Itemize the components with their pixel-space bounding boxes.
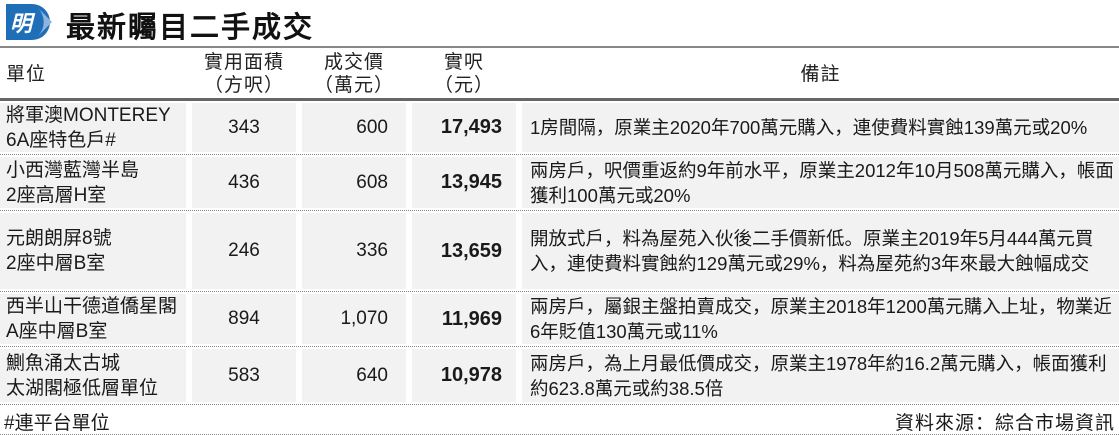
area-cell: 583 — [192, 349, 296, 402]
note-cell: 兩房戶，屬銀主盤拍賣成交，原業主2018年1200萬元購入上址，物業近6年貶值1… — [522, 294, 1119, 344]
unit-cell: 元朗朗屏8號 2座中層B室 — [0, 213, 186, 289]
psf-cell: 13,659 — [412, 213, 516, 289]
source-note: 資料來源：綜合市場資訊 — [894, 413, 1115, 434]
table-row: 鰂魚涌太古城 太湖閣極低層單位 583 640 10,978 兩房戶，為上月最低價… — [0, 347, 1119, 405]
psf-cell: 10,978 — [412, 349, 516, 402]
column-header-notes: 備註 — [800, 64, 841, 85]
note-cell: 兩房戶，為上月最低價成交，原業主1978年約16.2萬元購入，帳面獲利約623.… — [522, 349, 1119, 402]
footnote: #連平台單位 — [4, 413, 110, 434]
price-cell: 608 — [302, 157, 406, 208]
area-cell: 436 — [192, 157, 296, 208]
area-cell: 894 — [192, 294, 296, 344]
table-body: 將軍澳MONTEREY 6A座特色戶# 343 600 17,493 1房間隔，原… — [0, 101, 1119, 405]
unit-cell: 將軍澳MONTEREY 6A座特色戶# — [0, 103, 186, 152]
unit-cell: 小西灣藍灣半島 2座高層H室 — [0, 157, 186, 208]
note-cell: 開放式戶，料為屋苑入伙後二手價新低。原業主2019年5月444萬元買入，連使費料… — [522, 213, 1119, 289]
unit-cell: 鰂魚涌太古城 太湖閣極低層單位 — [0, 349, 186, 402]
title-bar: 明 最新矚目二手成交 — [0, 0, 1119, 46]
page-title: 最新矚目二手成交 — [66, 12, 315, 44]
table-row: 將軍澳MONTEREY 6A座特色戶# 343 600 17,493 1房間隔，原… — [0, 101, 1119, 155]
table-row: 元朗朗屏8號 2座中層B室 246 336 13,659 開放式戶，料為屋苑入伙後… — [0, 211, 1119, 292]
price-cell: 336 — [302, 213, 406, 289]
table-row: 西半山干德道僑星閣 A座中層B室 894 1,070 11,969 兩房戶，屬銀主… — [0, 292, 1119, 347]
note-cell: 1房間隔，原業主2020年700萬元購入，連使費料實蝕139萬元或20% — [522, 103, 1119, 152]
svg-text:明: 明 — [10, 11, 36, 36]
price-cell: 600 — [302, 103, 406, 152]
unit-cell: 西半山干德道僑星閣 A座中層B室 — [0, 294, 186, 344]
table-header: 單位 實用面積 （方呎） 成交價 （萬元） 實呎 （元） 備註 — [0, 46, 1119, 101]
price-cell: 640 — [302, 349, 406, 402]
table-footer: #連平台單位 資料來源：綜合市場資訊 — [0, 405, 1119, 435]
price-cell: 1,070 — [302, 294, 406, 344]
ming-pao-logo-icon: 明 — [6, 4, 52, 40]
psf-cell: 13,945 — [412, 157, 516, 208]
psf-cell: 11,969 — [412, 294, 516, 344]
psf-cell: 17,493 — [412, 103, 516, 152]
table-row: 小西灣藍灣半島 2座高層H室 436 608 13,945 兩房戶，呎價重返約9年… — [0, 155, 1119, 211]
note-cell: 兩房戶，呎價重返約9年前水平，原業主2012年10月508萬元購入，帳面獲利10… — [522, 157, 1119, 208]
area-cell: 343 — [192, 103, 296, 152]
column-header-area: 實用面積 （方呎） — [203, 52, 284, 96]
area-cell: 246 — [192, 213, 296, 289]
column-header-unit: 單位 — [6, 64, 47, 85]
column-header-psf: 實呎 （元） — [433, 52, 494, 96]
column-header-price: 成交價 （萬元） — [313, 52, 394, 96]
